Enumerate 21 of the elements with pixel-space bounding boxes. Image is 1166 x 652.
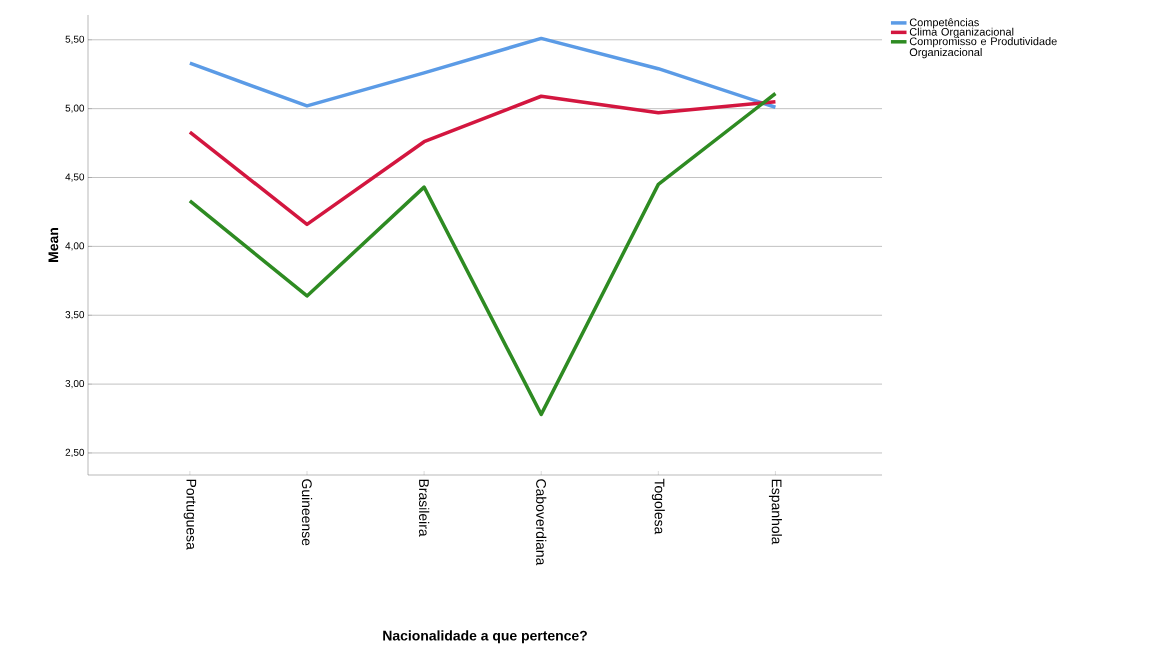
x-tick-label: Portuguesa [183,479,197,550]
x-axis-title: Nacionalidade a que pertence? [383,630,587,644]
line-series [188,36,778,110]
x-tick-label: Guineense [301,479,313,546]
y-tick-label: 3,00 [65,379,85,389]
y-tick-label: 3,50 [65,311,85,320]
x-tick-label: Brasileira [418,479,430,537]
y-tick-label: 4,00 [65,242,85,251]
y-tick-label: 2,50 [65,448,85,458]
line-series [188,91,778,417]
x-tick-label: Togolesa [651,478,665,535]
x-tick-label: Caboverdiana [536,479,547,566]
y-tick-label: 4,50 [65,173,85,182]
legend-label: Competências [909,18,979,29]
y-axis-title: Mean [48,228,59,262]
y-tick-label: 5,00 [65,104,85,113]
legend-label: Clima Organizacional [909,27,1014,38]
line-series [188,94,778,227]
legend-label: Compromisso e Produtividade Organizacional [909,37,1057,59]
x-tick-label: Espanhola [768,479,782,545]
y-tick-label: 5,50 [65,35,85,44]
